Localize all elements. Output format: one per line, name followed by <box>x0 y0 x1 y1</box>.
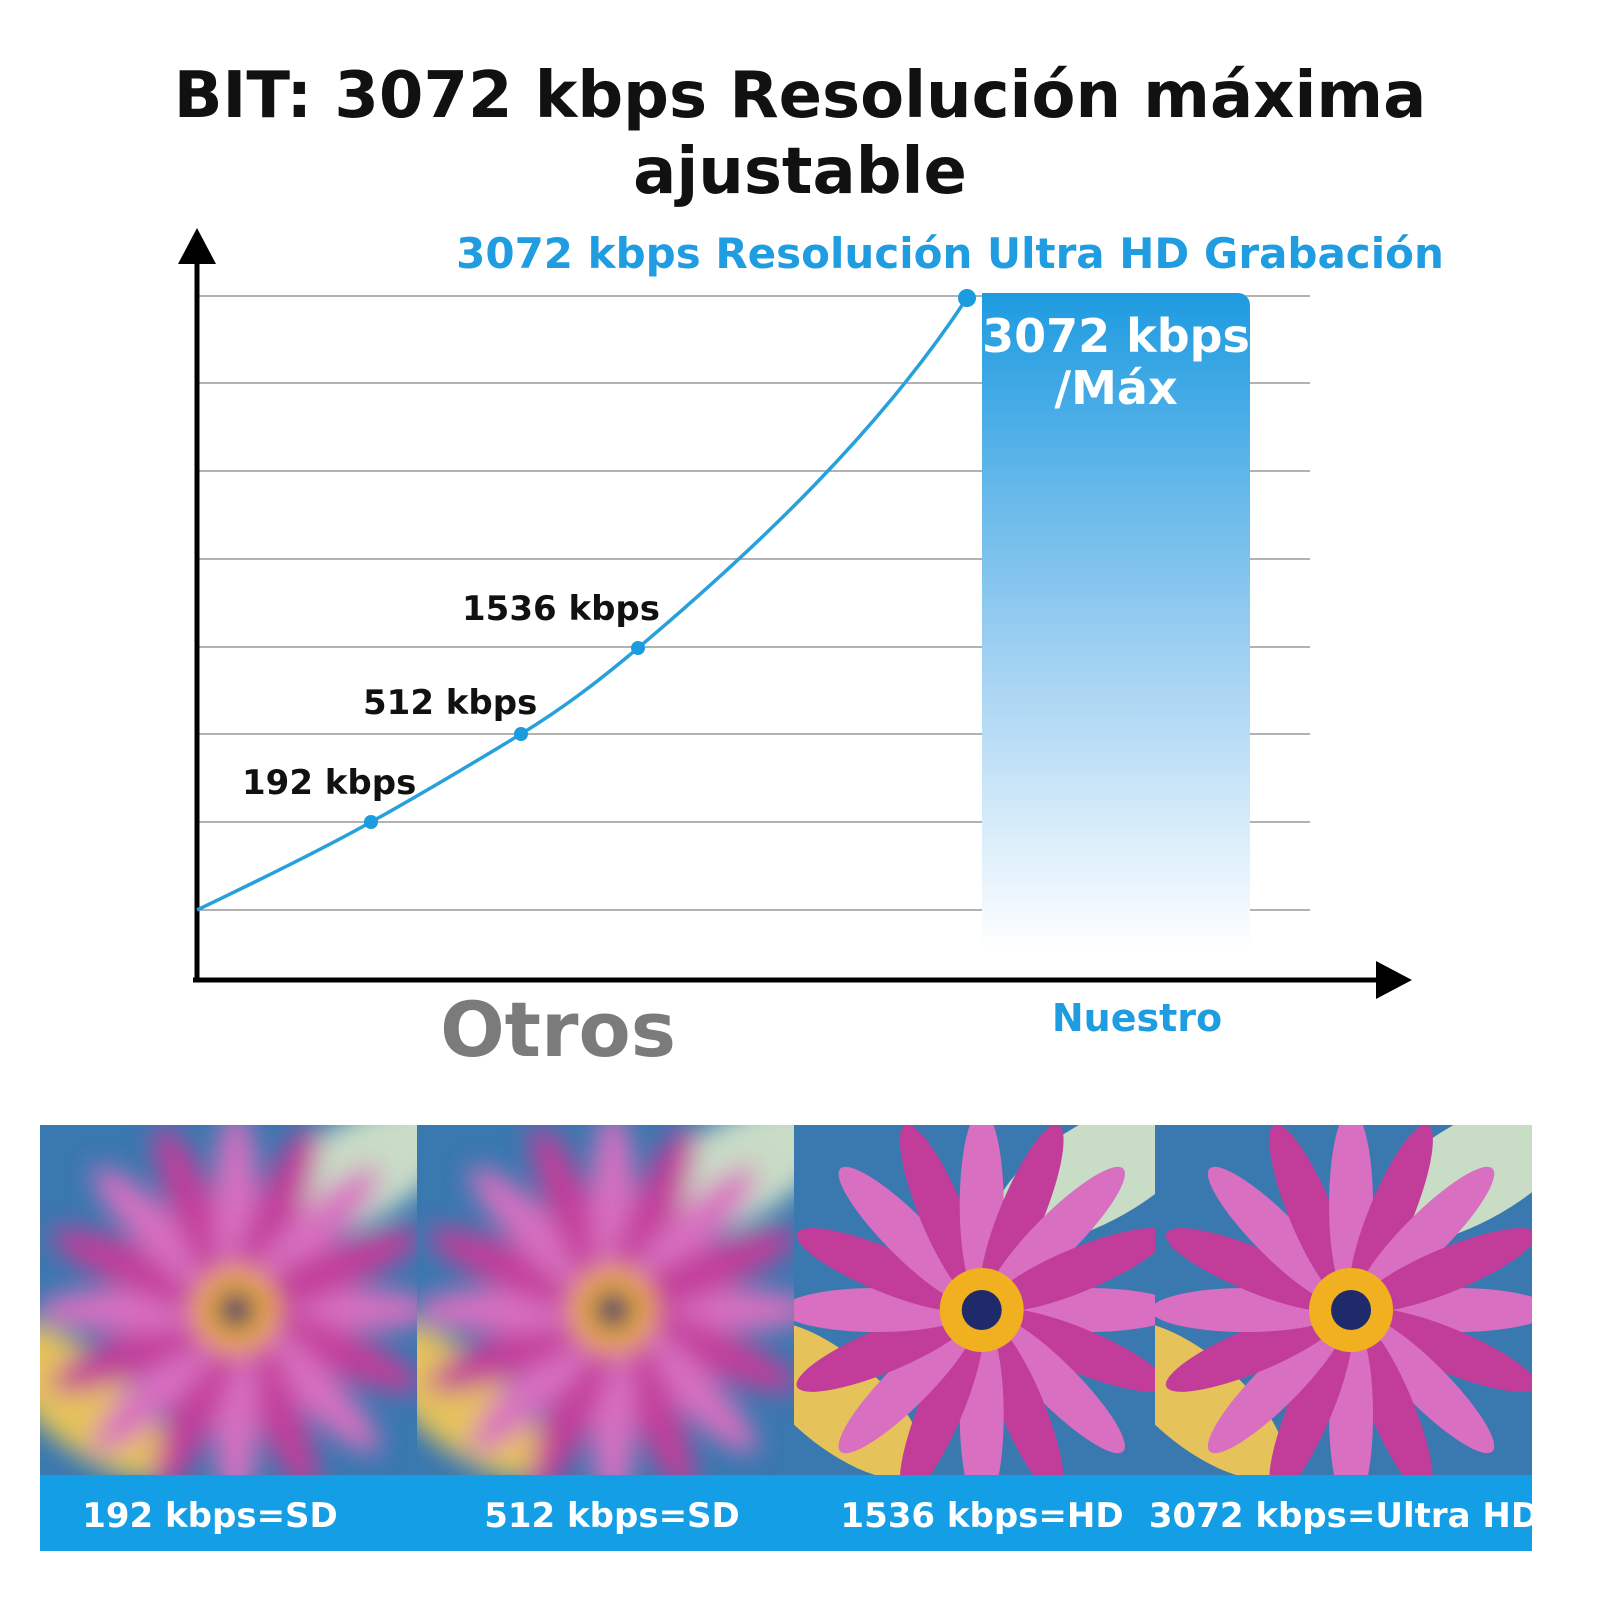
petal <box>154 1318 238 1475</box>
leaf <box>794 1321 924 1475</box>
petal <box>1165 1228 1343 1312</box>
subtitle: 3072 kbps Resolución Ultra HD Grabación <box>456 229 1444 278</box>
petal <box>899 1318 984 1475</box>
curve-label: 1536 kbps <box>462 589 660 629</box>
axis-label-others: Otros <box>440 985 676 1074</box>
petal <box>234 1125 318 1302</box>
petal <box>1349 1125 1433 1302</box>
highlight-label: /Máx <box>1054 361 1177 415</box>
flower <box>40 1125 417 1475</box>
petal <box>244 1308 417 1392</box>
flower <box>417 1125 794 1475</box>
petal <box>838 1166 977 1305</box>
petal <box>427 1308 605 1392</box>
petal <box>92 1166 231 1305</box>
petal <box>1349 1318 1433 1475</box>
petal <box>469 1166 608 1305</box>
petal <box>92 1315 231 1454</box>
petal <box>618 1166 757 1305</box>
petal <box>469 1315 608 1454</box>
y-arrow <box>178 228 216 264</box>
petal <box>234 1318 318 1475</box>
petal <box>621 1308 794 1392</box>
sample-label: 1536 kbps=HD <box>840 1496 1123 1536</box>
petal <box>154 1125 238 1302</box>
petal <box>1359 1308 1532 1392</box>
petal <box>244 1228 417 1312</box>
label-band <box>40 1475 1532 1551</box>
petal <box>1359 1228 1532 1312</box>
petal <box>1165 1308 1343 1392</box>
petal <box>990 1228 1155 1312</box>
center-core <box>216 1290 257 1330</box>
title: BIT: 3072 kbps Resolución máxima ajustab… <box>173 59 1427 209</box>
petal <box>899 1125 984 1302</box>
curve <box>196 297 969 912</box>
petal <box>611 1125 695 1302</box>
flower <box>794 1125 1155 1475</box>
point <box>958 289 976 307</box>
petal <box>987 1315 1125 1454</box>
petal <box>241 1166 380 1305</box>
petal <box>427 1228 605 1312</box>
axis-label-ours: Nuestro <box>1052 996 1222 1040</box>
petal <box>531 1125 615 1302</box>
point <box>631 641 645 655</box>
photo <box>40 1125 417 1475</box>
petal <box>1207 1315 1346 1454</box>
photo <box>1155 1125 1532 1475</box>
petal <box>1269 1125 1353 1302</box>
sample-label: 3072 kbps=Ultra HD <box>1149 1496 1539 1536</box>
point <box>364 815 378 829</box>
petal <box>50 1228 228 1312</box>
x-arrow <box>1376 961 1412 999</box>
sample-label: 512 kbps=SD <box>484 1496 740 1536</box>
petal <box>838 1315 977 1454</box>
petal <box>1356 1166 1495 1305</box>
petal <box>980 1318 1064 1475</box>
sample-label: 192 kbps=SD <box>82 1496 338 1536</box>
petal <box>796 1228 973 1312</box>
petal <box>980 1125 1064 1302</box>
petal <box>611 1318 695 1475</box>
photo <box>417 1125 794 1475</box>
photo <box>794 1125 1155 1475</box>
center-core <box>593 1290 634 1330</box>
center-core <box>1331 1290 1372 1330</box>
petal <box>50 1308 228 1392</box>
curve-label: 192 kbps <box>242 763 416 803</box>
petal <box>618 1315 757 1454</box>
petal <box>621 1228 794 1312</box>
flower <box>1155 1125 1532 1475</box>
petal <box>990 1308 1155 1392</box>
curve-label: 512 kbps <box>363 683 537 723</box>
petal <box>531 1318 615 1475</box>
highlight-label: 3072 kbps <box>982 309 1250 363</box>
center-core <box>961 1290 1002 1330</box>
petal <box>241 1315 380 1454</box>
petal <box>987 1166 1125 1305</box>
photos <box>40 1125 1532 1475</box>
highlight-bar <box>982 293 1250 950</box>
petal <box>1356 1315 1495 1454</box>
petal <box>1207 1166 1346 1305</box>
point <box>514 727 528 741</box>
petal <box>796 1308 973 1392</box>
petal <box>1269 1318 1353 1475</box>
